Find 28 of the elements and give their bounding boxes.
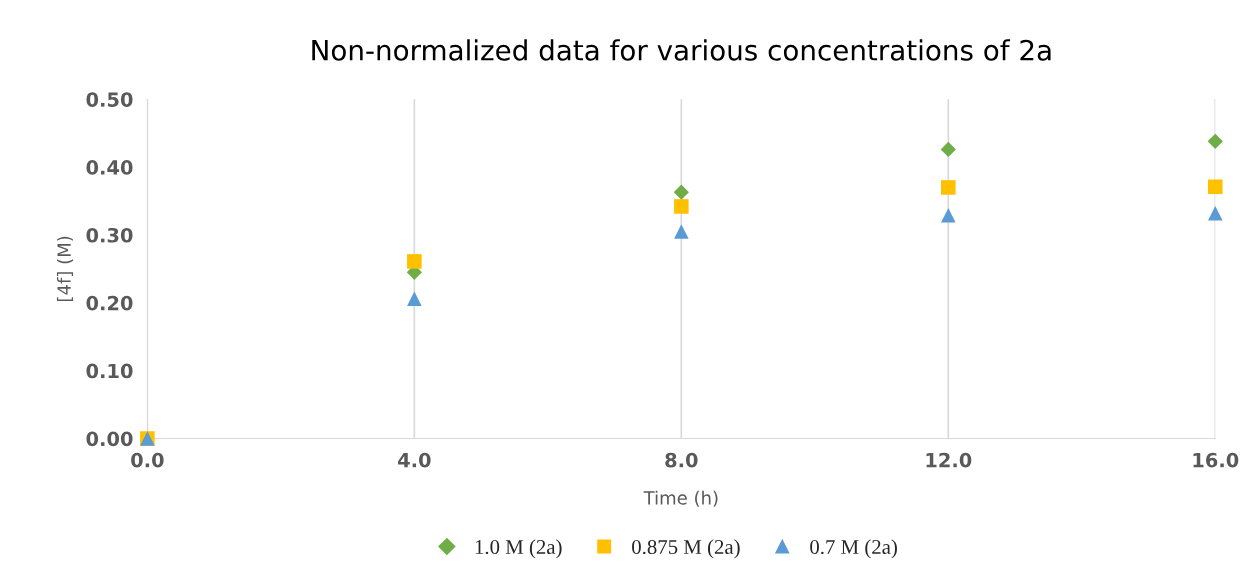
x-axis-title: Time (h) [643, 490, 718, 507]
point [941, 207, 956, 223]
y-tick-label: 0.10 [86, 363, 133, 379]
x-tick-label: 12.0 [926, 452, 972, 468]
y-tick-label: 0.50 [86, 92, 133, 107]
point [1207, 205, 1223, 221]
point [674, 224, 689, 239]
x-tick-label: 8.0 [665, 452, 698, 468]
y-tick-label: 0.30 [86, 227, 133, 243]
point [407, 254, 422, 269]
point [940, 141, 956, 158]
x-tick-label: 16.0 [1193, 452, 1239, 468]
x-tick-label: 0.0 [131, 452, 164, 468]
y-tick-label: 0.00 [86, 431, 133, 447]
point [673, 184, 689, 200]
chart-title: Non-normalized data for various concentrations of 2a [312, 39, 1051, 61]
point [1207, 133, 1223, 149]
point [407, 291, 422, 307]
legend-label: 0.7 M (2a) [810, 539, 897, 559]
point [1207, 179, 1223, 195]
y-tick-label: 0.40 [86, 160, 133, 175]
legend-label: 1.0 M (2a) [475, 539, 562, 559]
x-tick-label: 4.0 [398, 452, 431, 468]
legend-label: 0.875 M (2a) [632, 539, 740, 559]
y-tick-label: 0.20 [86, 295, 133, 311]
point [941, 180, 956, 195]
point [674, 199, 689, 214]
y-axis-title: [4f] (M) [56, 236, 74, 301]
